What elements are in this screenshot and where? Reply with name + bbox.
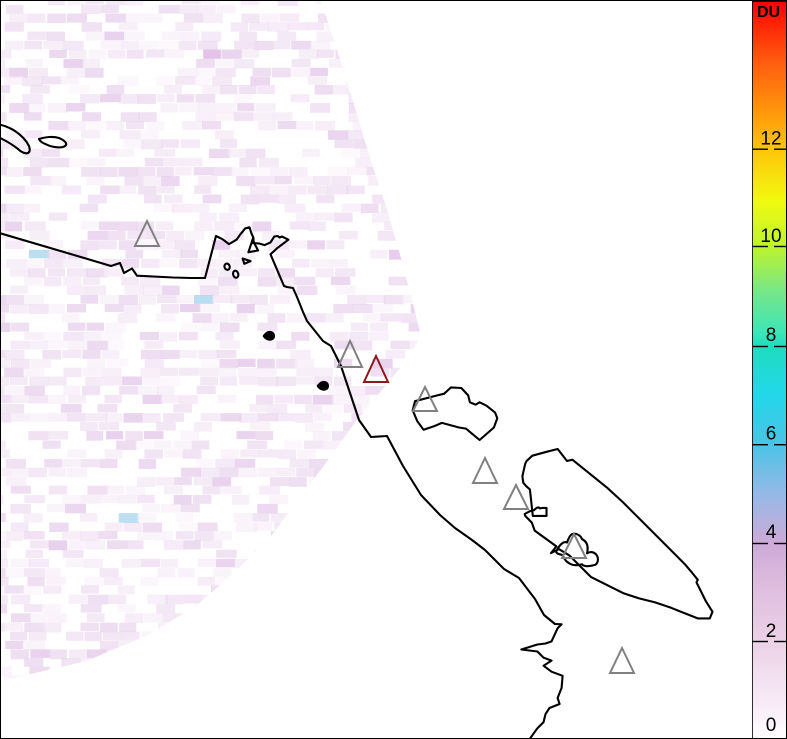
svg-text:2: 2 [766, 621, 777, 642]
svg-text:10: 10 [760, 226, 781, 247]
svg-text:4: 4 [766, 522, 777, 543]
svg-text:12: 12 [760, 129, 781, 150]
svg-text:0: 0 [766, 715, 777, 736]
svg-text:DU: DU [757, 4, 780, 21]
svg-text:6: 6 [766, 424, 777, 445]
svg-text:8: 8 [766, 325, 777, 346]
